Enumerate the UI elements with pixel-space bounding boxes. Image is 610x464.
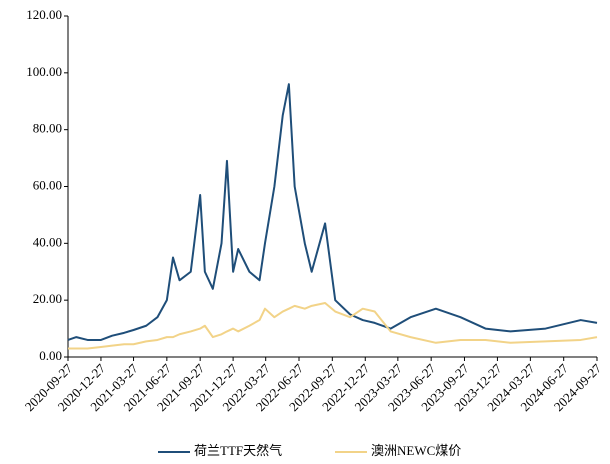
y-tick-label: 100.00 <box>26 64 62 79</box>
y-tick-label: 40.00 <box>33 234 62 249</box>
y-tick-label: 60.00 <box>33 177 62 192</box>
y-tick-label: 120.00 <box>26 7 62 22</box>
y-tick-label: 0.00 <box>39 348 62 363</box>
legend-label: 澳洲NEWC煤价 <box>371 443 461 458</box>
line-series <box>68 302 598 350</box>
line-series <box>67 83 598 341</box>
y-tick-label: 20.00 <box>33 291 62 306</box>
y-tick-label: 80.00 <box>33 121 62 136</box>
legend-label: 荷兰TTF天然气 <box>194 443 282 458</box>
